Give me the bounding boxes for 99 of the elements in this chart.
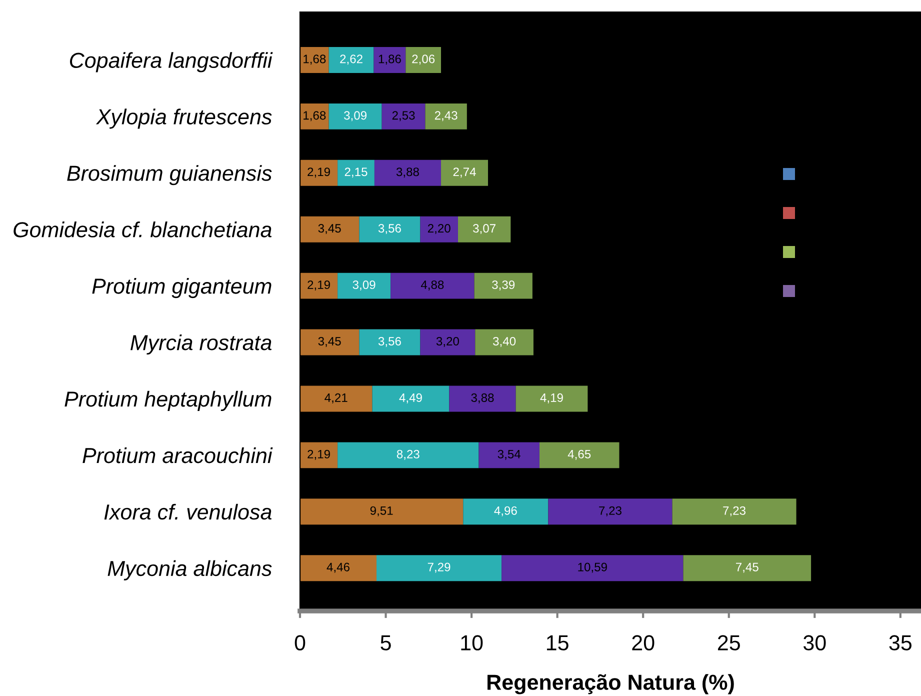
y-tick-label: Protium giganteum	[92, 278, 272, 298]
bar	[539, 442, 620, 468]
data-label: 3,45	[318, 224, 341, 234]
data-label: 7,23	[599, 506, 622, 516]
bar	[374, 47, 406, 73]
data-label: 4,46	[326, 562, 350, 573]
bar	[328, 47, 374, 73]
bar	[372, 386, 450, 412]
data-label: 10,59	[578, 562, 607, 573]
bar	[300, 386, 372, 412]
bar	[338, 160, 374, 186]
bar	[425, 103, 467, 130]
bar	[390, 272, 474, 299]
data-label: 3,20	[436, 336, 459, 347]
data-label: 8,23	[396, 450, 420, 460]
data-label: 4,96	[494, 506, 517, 516]
data-label: 1,86	[378, 54, 401, 65]
data-label: 4,88	[420, 280, 444, 290]
bar	[458, 216, 511, 242]
bar	[300, 216, 360, 242]
bar	[300, 555, 377, 582]
data-label: 4,21	[324, 393, 348, 404]
y-tick-label: Copaifera langsdorffii	[70, 52, 273, 72]
data-label: 7,29	[428, 562, 450, 573]
bar	[475, 329, 534, 356]
data-label: 3,07	[473, 224, 496, 234]
bar	[672, 498, 796, 525]
bar	[300, 272, 338, 299]
y-tick-label: Gomidesia cf. blanchetiana	[14, 222, 272, 238]
data-label: 2,74	[453, 168, 476, 178]
bar	[338, 272, 391, 299]
bar	[376, 555, 502, 582]
x-tick-label: 35	[889, 635, 912, 650]
data-label: 2,19	[308, 168, 330, 178]
data-label: 2,19	[308, 280, 330, 290]
data-label: 2,15	[344, 168, 368, 178]
bar	[359, 329, 420, 356]
bar	[478, 442, 540, 468]
data-label: 3,45	[318, 336, 341, 347]
data-label: 4,65	[568, 450, 591, 460]
bar	[420, 216, 458, 242]
bar	[548, 498, 672, 525]
data-label: 7,23	[723, 506, 746, 516]
bar	[328, 103, 382, 130]
x-axis-title: Regeneração Natura (%)	[488, 674, 734, 694]
y-tick-label: Ixora cf. venulosa	[104, 504, 272, 520]
data-label: 1,68	[304, 111, 326, 122]
y-tick-label: Protium aracouchini	[82, 447, 273, 464]
y-tick-label: Xylopia frutescens	[96, 108, 272, 129]
bar	[382, 103, 426, 130]
data-label: 3,56	[378, 336, 401, 347]
bar	[441, 160, 488, 186]
x-tick-label: 15	[546, 635, 568, 650]
bar	[300, 103, 329, 130]
bar	[502, 555, 684, 582]
y-tick-label: Myrcia rostrata	[130, 334, 272, 355]
data-label: 4,49	[399, 393, 422, 404]
bar	[406, 47, 442, 73]
data-label: 3,88	[396, 168, 419, 178]
data-label: 4,19	[540, 393, 563, 404]
data-label: 2,19	[308, 450, 330, 460]
bar	[683, 555, 812, 582]
bar	[359, 216, 420, 242]
bar	[449, 386, 516, 412]
y-tick-label: Protium heptaphyllum	[64, 390, 272, 411]
bar	[300, 329, 360, 356]
data-label: 2,62	[340, 54, 362, 65]
bar	[300, 160, 338, 186]
y-tick-label: Brosimum guianensis	[67, 165, 272, 186]
data-label: 3,88	[471, 393, 494, 404]
data-label: 1,68	[304, 54, 326, 65]
x-tick-label: 10	[461, 635, 483, 650]
data-label: 3,56	[378, 224, 401, 234]
x-tick-label: 25	[718, 635, 740, 650]
data-label: 7,45	[736, 562, 758, 573]
data-label: 3,09	[352, 280, 376, 290]
bar	[300, 498, 464, 525]
bar	[474, 272, 532, 299]
bar	[516, 386, 588, 412]
data-label: 3,54	[498, 450, 521, 460]
x-tick-label: 30	[803, 635, 826, 650]
x-tick-label: 5	[380, 635, 391, 650]
data-label: 2,06	[412, 54, 435, 65]
data-label: 2,20	[428, 224, 450, 234]
data-label: 9,51	[370, 506, 393, 516]
x-tick-label: 0	[294, 635, 306, 650]
y-tick-label: Myconia albicans	[108, 560, 272, 580]
bar	[374, 160, 442, 186]
bar	[300, 47, 329, 73]
bar	[338, 442, 479, 468]
data-label: 2,53	[392, 111, 415, 122]
data-label: 2,43	[434, 111, 458, 122]
data-label: 3,40	[493, 336, 516, 347]
bar	[420, 329, 476, 356]
bar	[300, 442, 338, 468]
bar	[463, 498, 548, 525]
data-label: 3,09	[344, 111, 367, 122]
x-tick-label: 20	[632, 635, 654, 650]
data-label: 3,39	[492, 280, 515, 290]
